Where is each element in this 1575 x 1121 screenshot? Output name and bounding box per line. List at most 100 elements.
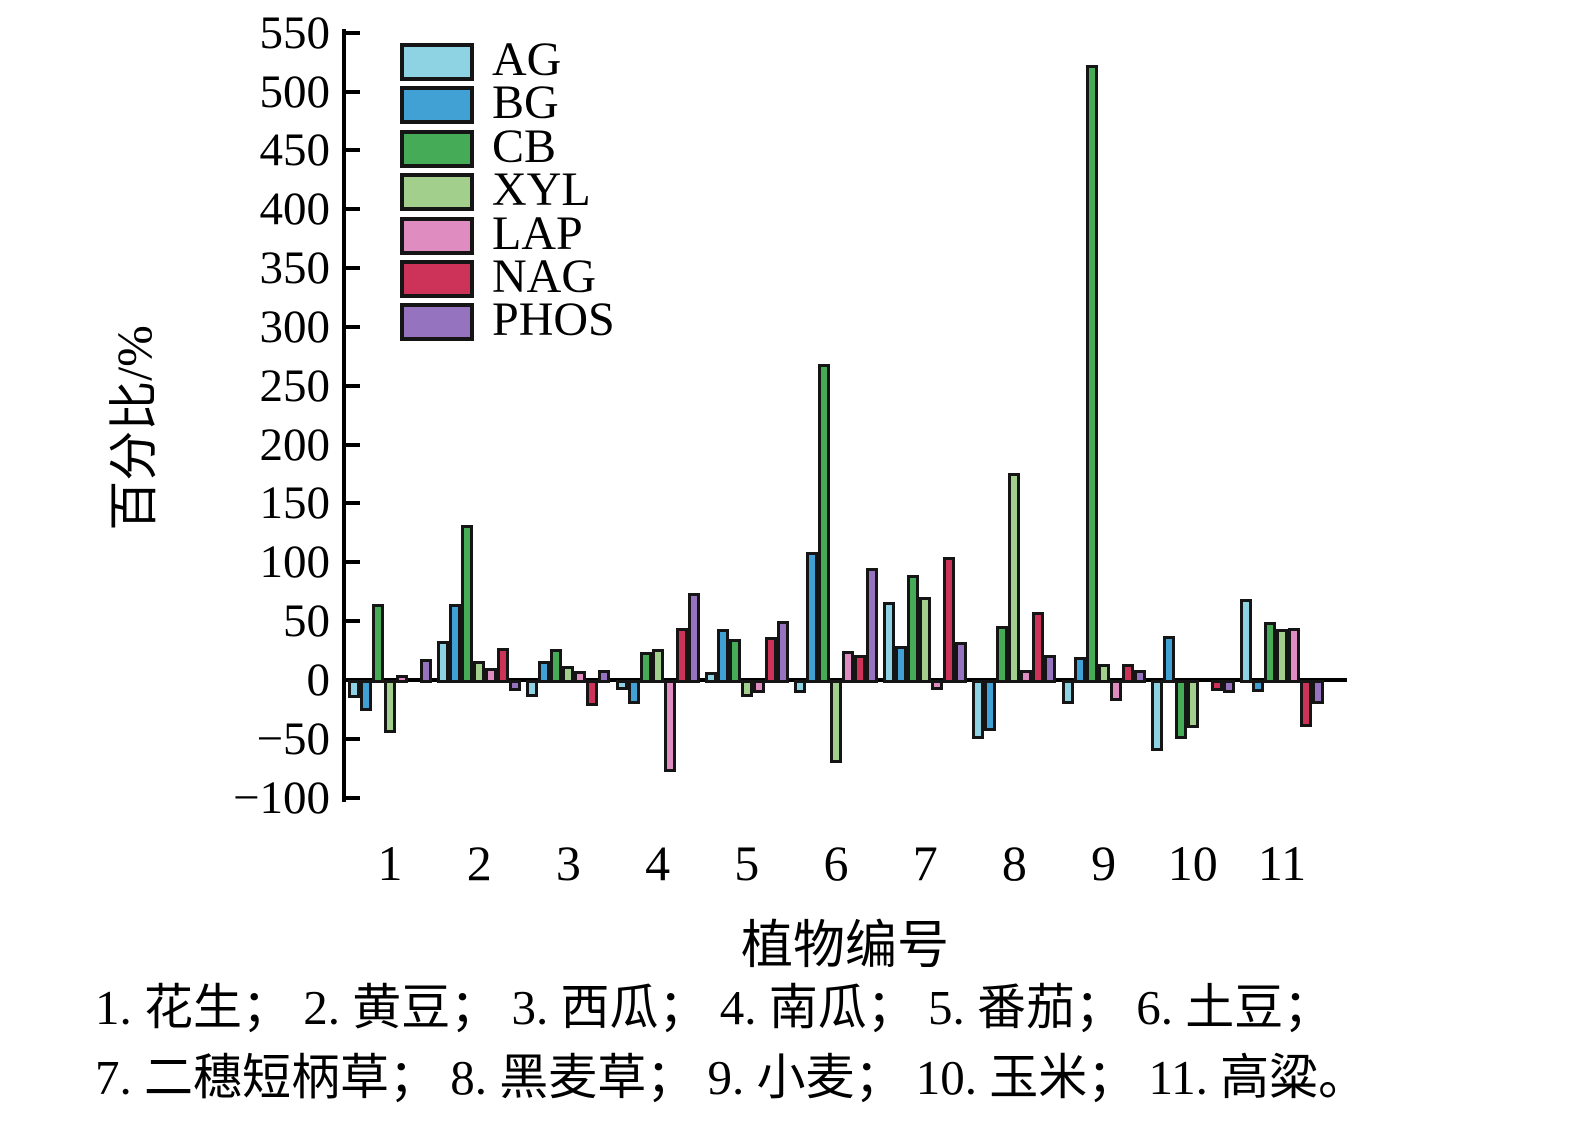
bar-NAG-4 (675, 627, 688, 683)
y-tick (345, 442, 360, 447)
bar-NAG-10 (1210, 680, 1223, 691)
legend-label-PHOS: PHOS (492, 293, 615, 347)
x-tick-label: 2 (466, 835, 492, 891)
y-tick-label: 250 (259, 359, 331, 412)
legend-label-AG: AG (492, 33, 562, 86)
bar-AG-8 (972, 680, 985, 739)
bar-CB-4 (639, 652, 652, 683)
y-tick (345, 207, 360, 212)
bar-BG-8 (984, 680, 997, 731)
bar-AG-2 (437, 640, 450, 683)
bar-PHOS-8 (1044, 654, 1057, 683)
bar-XYL-11 (1276, 628, 1288, 683)
bar-AG-4 (615, 680, 628, 690)
bar-LAP-6 (842, 651, 854, 683)
bar-BG-4 (627, 680, 640, 704)
y-tick (345, 324, 360, 329)
y-tick-label: 450 (259, 124, 331, 177)
bar-BG-1 (360, 680, 372, 711)
bar-CB-2 (461, 525, 474, 683)
bar-PHOS-10 (1222, 680, 1235, 694)
y-tick-label: 150 (259, 477, 331, 530)
y-tick-label: −50 (256, 712, 330, 765)
bar-BG-10 (1162, 635, 1175, 683)
bar-XYL-1 (384, 680, 396, 734)
x-tick-label: 6 (823, 835, 849, 891)
bar-PHOS-11 (1312, 680, 1324, 704)
caption-line-1: 1. 花生； 2. 黄豆； 3. 西瓜； 4. 南瓜； 5. 番茄； 6. 土豆… (95, 980, 1333, 1035)
bar-LAP-5 (752, 680, 765, 694)
y-tick-label: 200 (259, 418, 331, 471)
bar-CB-9 (1085, 64, 1098, 683)
bar-BG-9 (1073, 656, 1086, 683)
y-tick (345, 619, 360, 624)
bar-AG-6 (794, 680, 806, 694)
bar-NAG-7 (943, 556, 956, 683)
bar-PHOS-7 (955, 641, 968, 683)
y-tick (345, 501, 360, 506)
legend-swatch-CB (400, 129, 474, 168)
y-tick (345, 560, 360, 565)
bar-BG-7 (895, 646, 908, 683)
legend-label-XYL: XYL (492, 163, 591, 217)
legend-swatch-PHOS (400, 303, 474, 342)
bar-LAP-9 (1109, 680, 1122, 702)
bar-LAP-2 (485, 667, 498, 683)
bar-AG-5 (704, 672, 717, 683)
y-tick-label: 300 (259, 300, 331, 353)
legend-swatch-NAG (400, 260, 474, 298)
bar-CB-11 (1264, 621, 1276, 683)
legend-label-CB: CB (492, 119, 557, 173)
bar-LAP-7 (931, 680, 944, 690)
legend-label-NAG: NAG (492, 250, 596, 303)
y-tick-label: 400 (259, 183, 331, 236)
bar-LAP-8 (1020, 669, 1033, 683)
legend-label-BG: BG (492, 76, 559, 130)
bar-BG-11 (1252, 680, 1264, 692)
x-tick-label: 4 (645, 835, 671, 891)
bar-NAG-11 (1300, 680, 1312, 728)
x-tick-label: 1 (377, 835, 403, 891)
bar-AG-1 (348, 680, 360, 698)
bar-XYL-4 (651, 648, 664, 683)
y-tick-label: 50 (283, 595, 330, 648)
bar-LAP-1 (396, 674, 408, 683)
bar-LAP-11 (1288, 627, 1300, 683)
bar-NAG-8 (1032, 612, 1045, 683)
bar-AG-10 (1150, 680, 1163, 751)
bar-BG-6 (806, 552, 818, 683)
bar-BG-5 (716, 628, 729, 683)
bar-AG-9 (1061, 680, 1074, 704)
bar-PHOS-1 (420, 659, 432, 683)
bar-CB-3 (550, 648, 563, 683)
y-tick-label: 550 (259, 6, 331, 59)
x-tick-label: 11 (1257, 835, 1307, 891)
bar-NAG-6 (854, 654, 866, 683)
bar-XYL-9 (1097, 664, 1110, 683)
y-axis-line (342, 28, 346, 802)
y-tick-label: −100 (232, 771, 330, 824)
y-tick (345, 30, 360, 35)
legend-swatch-LAP (400, 216, 474, 255)
bar-CB-7 (907, 574, 920, 683)
legend-label-LAP: LAP (492, 206, 583, 260)
x-axis-title: 植物编号 (740, 918, 949, 975)
legend-swatch-XYL (400, 173, 474, 212)
x-tick-label: 5 (734, 835, 760, 891)
bar-PHOS-2 (509, 680, 522, 691)
caption-line-2: 7. 二穗短柄草； 8. 黑麦草； 9. 小麦； 10. 玉米； 11. 高粱。 (95, 1050, 1368, 1105)
bar-CB-10 (1174, 680, 1187, 739)
bar-PHOS-5 (776, 620, 789, 683)
bar-NAG-9 (1121, 664, 1134, 683)
y-tick (345, 266, 360, 271)
bar-PHOS-4 (687, 593, 700, 683)
bar-CB-8 (996, 626, 1009, 683)
y-tick (345, 736, 360, 741)
y-tick-label: 500 (259, 65, 331, 118)
bar-XYL-3 (562, 666, 575, 683)
x-tick-label: 3 (555, 835, 581, 891)
bar-CB-1 (372, 604, 384, 683)
y-tick (345, 148, 360, 153)
x-tick-label: 9 (1091, 835, 1117, 891)
